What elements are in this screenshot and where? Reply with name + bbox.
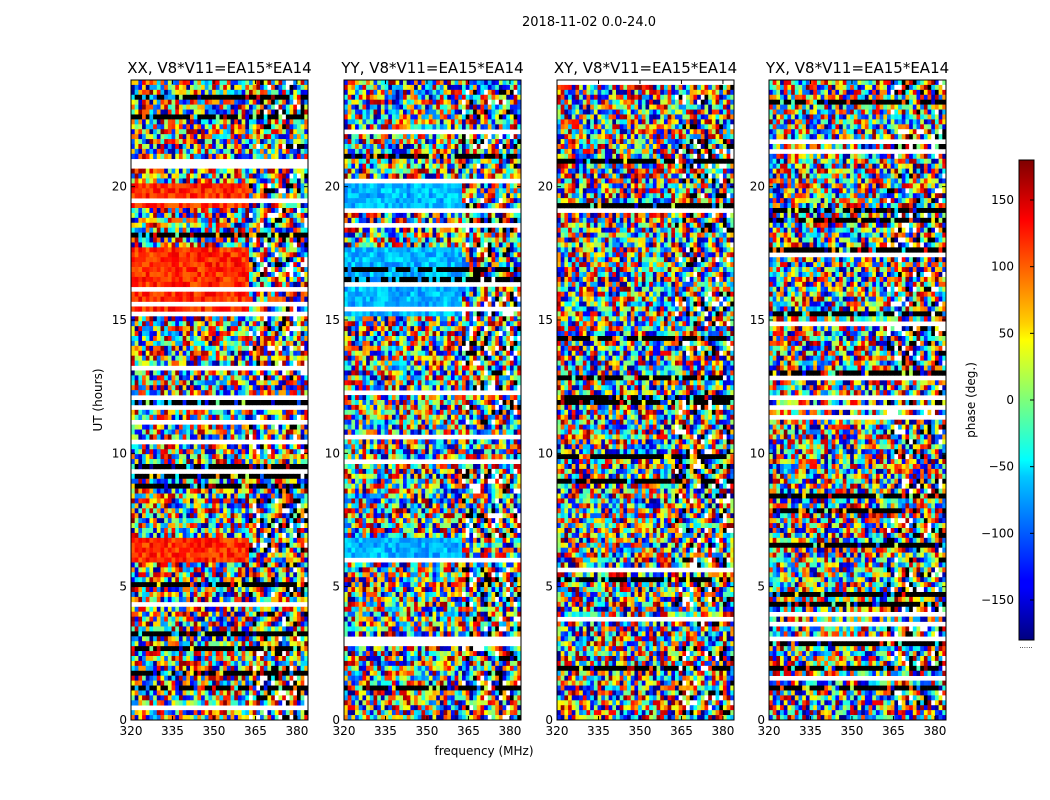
colorbar-tick-label: 150	[991, 193, 1014, 207]
colorbar-tick-label: 50	[999, 326, 1014, 340]
x-tick-label: 365	[882, 724, 905, 738]
y-tick-label: 10	[750, 446, 765, 460]
y-tick-label: 20	[112, 180, 127, 194]
panel-title: YX, V8*V11=EA15*EA14	[765, 59, 949, 77]
y-tick-label: 5	[757, 580, 765, 594]
phase-waterfall-figure: 2018-11-02 0.0-24.0 UT (hours) frequency…	[0, 0, 1050, 800]
y-axis-label: UT (hours)	[91, 368, 105, 431]
x-tick-label: 350	[416, 724, 439, 738]
y-tick-label: 10	[325, 446, 340, 460]
y-tick-label: 15	[112, 313, 127, 327]
y-tick-label: 0	[757, 713, 765, 727]
y-tick-label: 15	[538, 313, 553, 327]
x-tick-label: 335	[374, 724, 397, 738]
x-tick-label: 380	[285, 724, 308, 738]
heatmap-cells	[344, 80, 521, 720]
panel-title: YY, V8*V11=EA15*EA14	[340, 59, 523, 77]
colorbar-ellipsis: ......	[1019, 642, 1032, 650]
y-tick-label: 15	[325, 313, 340, 327]
x-tick-label: 350	[629, 724, 652, 738]
y-tick-label: 10	[538, 446, 553, 460]
y-tick-label: 5	[545, 580, 553, 594]
x-tick-label: 335	[799, 724, 822, 738]
x-tick-label: 380	[711, 724, 734, 738]
y-tick-label: 0	[119, 713, 127, 727]
panel-title: XX, V8*V11=EA15*EA14	[127, 59, 311, 77]
y-tick-label: 20	[750, 180, 765, 194]
x-axis-label: frequency (MHz)	[434, 744, 533, 758]
panel-title: XY, V8*V11=EA15*EA14	[554, 59, 737, 77]
colorbar-label: phase (deg.)	[964, 362, 978, 438]
x-tick-label: 380	[498, 724, 521, 738]
heatmap-cells	[769, 80, 946, 720]
y-tick-label: 20	[325, 180, 340, 194]
y-tick-label: 0	[332, 713, 340, 727]
heatmap-cells	[131, 80, 308, 720]
x-tick-label: 365	[244, 724, 267, 738]
colorbar-tick-label: 0	[1006, 393, 1014, 407]
heatmap-cells	[557, 85, 734, 720]
colorbar-tick-label: 100	[991, 260, 1014, 274]
y-tick-label: 0	[545, 713, 553, 727]
x-tick-label: 350	[203, 724, 226, 738]
figure-suptitle: 2018-11-02 0.0-24.0	[522, 15, 656, 30]
y-tick-label: 15	[750, 313, 765, 327]
colorbar-tick-label: −50	[989, 460, 1014, 474]
y-tick-label: 10	[112, 446, 127, 460]
colorbar-tick-label: −100	[981, 526, 1014, 540]
y-tick-label: 5	[119, 580, 127, 594]
phase-colorbar: 150 100 50 0 −50 −100 −150 phase (deg.) ......	[964, 160, 1034, 650]
x-tick-label: 365	[670, 724, 693, 738]
colorbar-tick-label: −150	[981, 593, 1014, 607]
x-tick-label: 365	[457, 724, 480, 738]
x-tick-label: 350	[841, 724, 864, 738]
x-tick-label: 335	[587, 724, 610, 738]
x-tick-label: 335	[161, 724, 184, 738]
x-tick-label: 380	[923, 724, 946, 738]
y-tick-label: 20	[538, 180, 553, 194]
y-tick-label: 5	[332, 580, 340, 594]
